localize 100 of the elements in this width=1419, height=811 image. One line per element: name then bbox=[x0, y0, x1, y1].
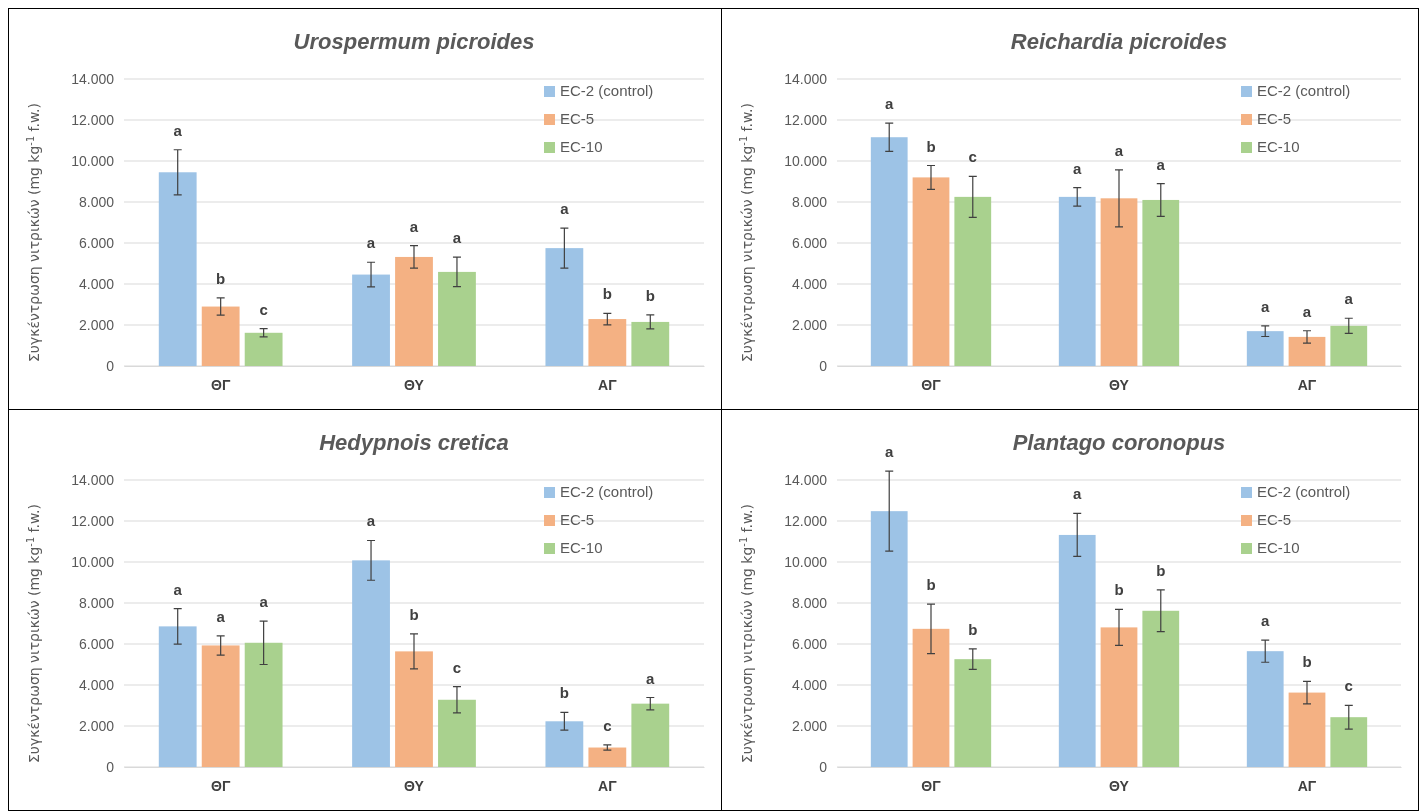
annotation: a bbox=[1344, 290, 1354, 308]
bar bbox=[954, 196, 992, 366]
bar bbox=[438, 699, 476, 767]
y-tick-label: 14.000 bbox=[784, 471, 828, 488]
bar bbox=[158, 626, 197, 767]
chart-title: Urospermum picroides bbox=[293, 29, 535, 54]
y-tick-label: 6.000 bbox=[78, 635, 115, 652]
bar bbox=[1246, 651, 1284, 767]
bar bbox=[954, 659, 992, 767]
annotation: a bbox=[1156, 155, 1166, 173]
y-tick-label: 6.000 bbox=[791, 234, 828, 251]
annotation: c bbox=[452, 658, 462, 676]
annotation: a bbox=[173, 121, 183, 139]
bar bbox=[244, 332, 283, 366]
y-tick-label: 14.000 bbox=[71, 70, 115, 87]
legend-label: EC-5 bbox=[1257, 109, 1292, 127]
legend-label: EC-5 bbox=[560, 510, 595, 528]
chart-title: Hedypnois cretica bbox=[319, 430, 509, 455]
y-tick-label: 8.000 bbox=[78, 594, 115, 611]
y-tick-label: 8.000 bbox=[791, 193, 828, 210]
bar bbox=[631, 321, 670, 366]
annotation: a bbox=[259, 593, 269, 611]
annotation: a bbox=[1302, 302, 1312, 320]
chart-title: Reichardia picroides bbox=[1010, 29, 1228, 54]
y-tick-label: 2.000 bbox=[791, 717, 828, 734]
annotation: a bbox=[1114, 141, 1124, 159]
annotation: a bbox=[452, 229, 462, 247]
y-tick-label: 14.000 bbox=[784, 70, 828, 87]
text: a bbox=[885, 443, 895, 461]
annotation: a bbox=[366, 234, 376, 252]
annotation: b bbox=[1302, 653, 1312, 671]
annotation: b bbox=[602, 285, 612, 303]
y-tick-label: 2.000 bbox=[78, 717, 115, 734]
annotation: b bbox=[216, 269, 226, 287]
y-tick-label: 10.000 bbox=[784, 152, 828, 169]
annotation: c bbox=[603, 716, 612, 734]
x-tick-label: ΘΓ bbox=[211, 777, 231, 794]
legend-label: EC-10 bbox=[1257, 137, 1300, 155]
bar bbox=[1288, 336, 1326, 366]
x-tick-label: ΘΓ bbox=[211, 376, 231, 393]
annotation: a bbox=[885, 95, 895, 113]
bar bbox=[588, 319, 627, 366]
x-tick-label: ΑΓ bbox=[598, 777, 618, 794]
annotation: a bbox=[366, 512, 376, 530]
y-tick-label: 0 bbox=[106, 357, 115, 374]
annotation: a bbox=[1073, 485, 1083, 503]
annotation: b bbox=[926, 137, 936, 155]
bar bbox=[1100, 627, 1138, 767]
y-tick-label: 12.000 bbox=[784, 512, 828, 529]
legend-label: EC-5 bbox=[1257, 510, 1292, 528]
annotation: c bbox=[1344, 677, 1353, 695]
bar bbox=[1330, 325, 1368, 366]
bar bbox=[201, 645, 240, 767]
bar bbox=[1246, 331, 1284, 366]
x-tick-label: ΑΓ bbox=[1297, 777, 1317, 794]
bar bbox=[352, 560, 390, 767]
annotation: c bbox=[259, 300, 268, 318]
y-tick-label: 6.000 bbox=[78, 234, 115, 251]
y-tick-label: 10.000 bbox=[71, 152, 115, 169]
chart-title: Plantago coronopus bbox=[1012, 430, 1226, 455]
bar bbox=[1330, 717, 1368, 767]
bar bbox=[352, 274, 390, 366]
annotation: a bbox=[409, 217, 419, 235]
y-tick-label: 6.000 bbox=[791, 635, 828, 652]
annotation: a bbox=[1261, 297, 1271, 315]
x-tick-label: ΘΓ bbox=[921, 777, 942, 794]
bar bbox=[870, 137, 908, 366]
y-tick-label: 2.000 bbox=[791, 316, 828, 333]
annotation: b bbox=[968, 620, 978, 638]
bar bbox=[545, 721, 584, 767]
bar bbox=[912, 628, 950, 767]
y-tick-label: 4.000 bbox=[78, 275, 115, 292]
bar bbox=[1142, 610, 1180, 767]
x-tick-label: ΘΥ bbox=[1109, 777, 1130, 794]
legend-label: EC-2 (control) bbox=[1257, 81, 1351, 99]
y-tick-label: 10.000 bbox=[784, 553, 828, 570]
legend-label: EC-2 (control) bbox=[560, 81, 654, 99]
y-tick-label: 12.000 bbox=[71, 512, 115, 529]
y-tick-label: 4.000 bbox=[791, 676, 828, 693]
legend-label: EC-2 (control) bbox=[1257, 482, 1351, 500]
y-tick-label: 8.000 bbox=[791, 594, 828, 611]
x-tick-label: ΑΓ bbox=[598, 376, 618, 393]
legend-label: EC-10 bbox=[560, 538, 603, 556]
annotation: a bbox=[1073, 159, 1083, 177]
annotation: b bbox=[1114, 581, 1124, 599]
y-tick-label: 4.000 bbox=[78, 676, 115, 693]
annotation: b bbox=[409, 605, 419, 623]
bar bbox=[1100, 198, 1138, 366]
bar bbox=[244, 642, 283, 767]
y-tick-label: 0 bbox=[819, 357, 828, 374]
bar bbox=[912, 177, 950, 366]
bar bbox=[158, 172, 197, 366]
x-tick-label: ΘΥ bbox=[404, 376, 425, 393]
bar bbox=[870, 511, 908, 767]
bar bbox=[631, 703, 670, 767]
bar bbox=[1058, 196, 1096, 366]
y-tick-label: 2.000 bbox=[78, 316, 115, 333]
annotation: b bbox=[1156, 561, 1166, 579]
bar bbox=[395, 256, 433, 366]
y-tick-label: 0 bbox=[106, 758, 115, 775]
